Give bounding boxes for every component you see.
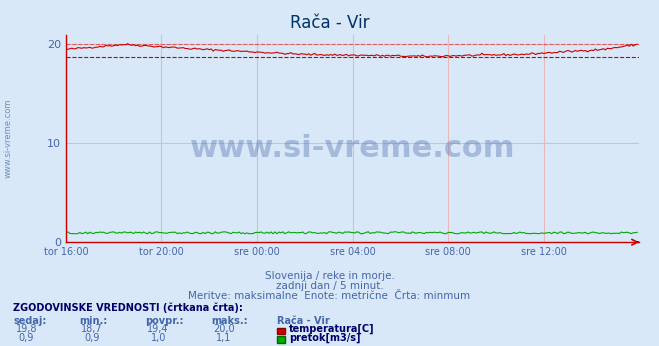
Text: Rača - Vir: Rača - Vir (290, 14, 369, 32)
Text: Meritve: maksimalne  Enote: metrične  Črta: minmum: Meritve: maksimalne Enote: metrične Črta… (188, 291, 471, 301)
Text: 1,0: 1,0 (150, 333, 166, 343)
Text: 18,7: 18,7 (82, 324, 103, 334)
Text: pretok[m3/s]: pretok[m3/s] (289, 333, 360, 343)
Text: povpr.:: povpr.: (145, 316, 183, 326)
Text: temperatura[C]: temperatura[C] (289, 324, 374, 335)
Text: www.si-vreme.com: www.si-vreme.com (190, 134, 515, 163)
Text: sedaj:: sedaj: (13, 316, 47, 326)
Text: 0,9: 0,9 (18, 333, 34, 343)
Text: Slovenija / reke in morje.: Slovenija / reke in morje. (264, 271, 395, 281)
Text: 1,1: 1,1 (216, 333, 232, 343)
Text: 19,8: 19,8 (16, 324, 37, 334)
Text: 20,0: 20,0 (214, 324, 235, 334)
Text: 19,4: 19,4 (148, 324, 169, 334)
Text: zadnji dan / 5 minut.: zadnji dan / 5 minut. (275, 281, 384, 291)
Text: www.si-vreme.com: www.si-vreme.com (4, 99, 13, 178)
Text: Rača - Vir: Rača - Vir (277, 316, 330, 326)
Text: ZGODOVINSKE VREDNOSTI (črtkana črta):: ZGODOVINSKE VREDNOSTI (črtkana črta): (13, 303, 243, 313)
Text: min.:: min.: (79, 316, 107, 326)
Text: 0,9: 0,9 (84, 333, 100, 343)
Text: maks.:: maks.: (211, 316, 248, 326)
